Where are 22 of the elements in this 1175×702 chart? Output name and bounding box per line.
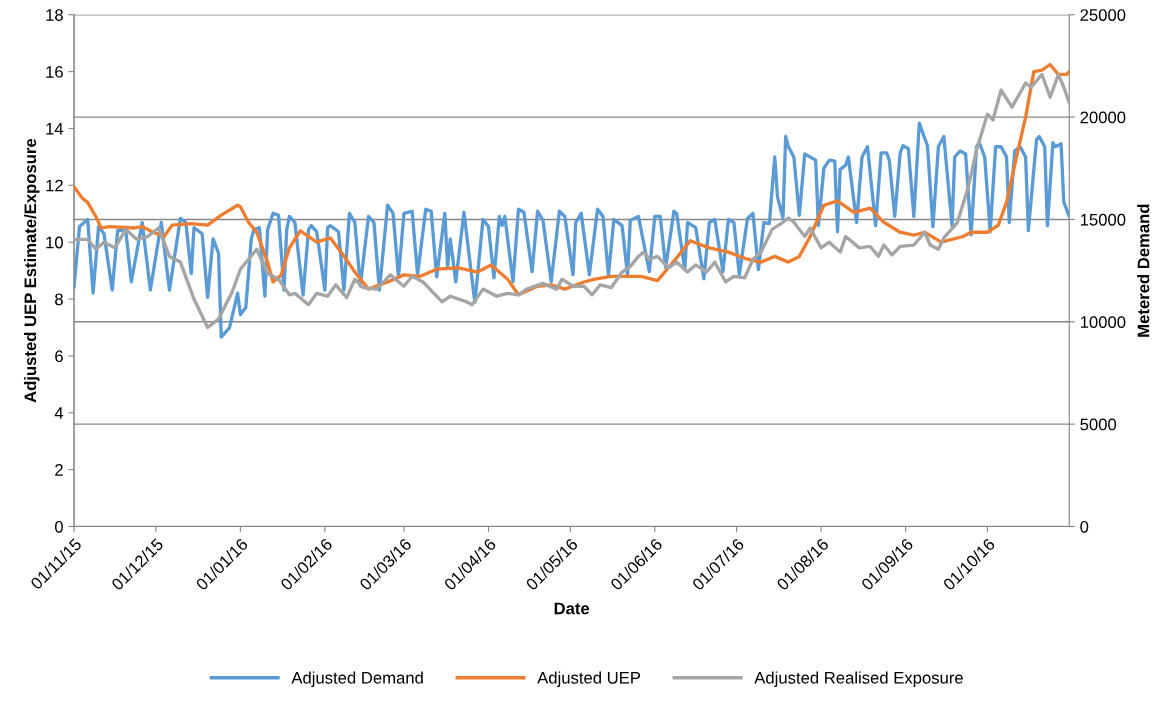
y2-tick-label: 15000 (1080, 213, 1126, 226)
y-tick-label: 6 (55, 350, 63, 363)
legend-label: Adjusted Realised Exposure (754, 671, 963, 687)
y-tick-label: 12 (46, 179, 63, 192)
legend-label: Adjusted UEP (537, 671, 641, 687)
y2-tick-label: 20000 (1080, 111, 1126, 124)
legend-label: Adjusted Demand (291, 671, 423, 687)
y-axis-title: Adjusted UEP Estimate/Exposure (23, 138, 40, 403)
y-tick-label: 2 (55, 464, 63, 476)
y2-tick-label: 25000 (1080, 9, 1126, 21)
y-tick-label: 10 (46, 236, 63, 249)
y-tick-label: 0 (54, 520, 63, 533)
y2-tick-label: 0 (1080, 520, 1089, 533)
y2-axis-title: Metered Demand (1137, 204, 1150, 337)
y-tick-label: 4 (54, 407, 64, 419)
y2-tick-label: 5000 (1080, 418, 1117, 431)
y-tick-label: 8 (55, 293, 63, 306)
y-tick-label: 14 (46, 123, 64, 135)
y2-tick-label: 10000 (1080, 316, 1126, 328)
y-tick-label: 18 (46, 9, 63, 21)
x-axis-title: Date (554, 602, 590, 615)
y-tick-label: 16 (46, 66, 63, 78)
